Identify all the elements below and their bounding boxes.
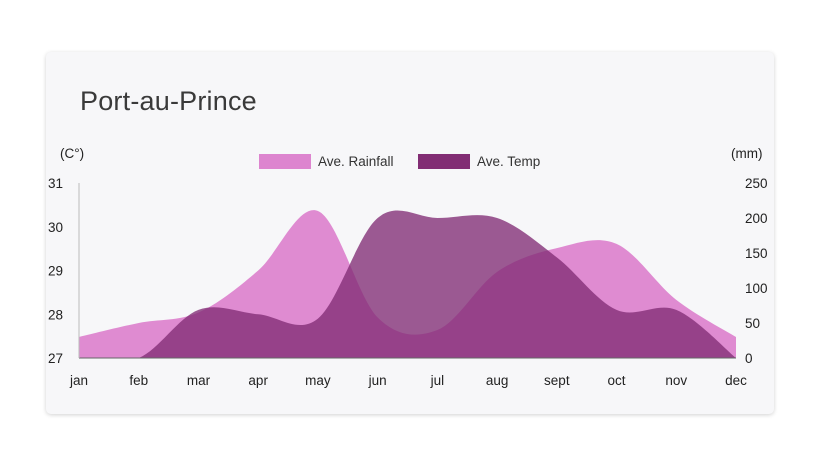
- legend-label[interactable]: Ave. Rainfall: [318, 154, 394, 169]
- y-left-tick-label: 30: [48, 220, 63, 235]
- x-tick-label: may: [305, 373, 331, 388]
- x-tick-label: sept: [544, 373, 570, 388]
- y-right-tick-label: 50: [745, 316, 760, 331]
- x-tick-label: jul: [430, 373, 445, 388]
- x-tick-label: aug: [486, 373, 509, 388]
- y-left-tick-label: 28: [48, 307, 63, 322]
- x-tick-label: dec: [725, 373, 747, 388]
- y-right-tick-label: 0: [745, 351, 753, 366]
- y-right-tick-label: 250: [745, 176, 768, 191]
- legend-swatch[interactable]: [259, 154, 311, 169]
- legend-swatch[interactable]: [418, 154, 470, 169]
- legend-label[interactable]: Ave. Temp: [477, 154, 540, 169]
- x-tick-label: oct: [608, 373, 626, 388]
- y-right-unit-label: (mm): [731, 146, 762, 161]
- y-right-tick-label: 100: [745, 281, 768, 296]
- y-right-tick-label: 200: [745, 211, 768, 226]
- y-right-tick-label: 150: [745, 246, 768, 261]
- x-tick-label: mar: [187, 373, 211, 388]
- x-tick-label: apr: [248, 373, 268, 388]
- chart-title: Port-au-Prince: [80, 86, 257, 116]
- x-tick-label: jan: [69, 373, 88, 388]
- y-left-tick-label: 27: [48, 351, 63, 366]
- x-tick-label: jun: [368, 373, 387, 388]
- x-tick-label: nov: [665, 373, 687, 388]
- y-left-tick-label: 29: [48, 264, 63, 279]
- x-tick-label: feb: [129, 373, 148, 388]
- y-left-unit-label: (C°): [60, 146, 84, 161]
- y-left-tick-label: 31: [48, 176, 63, 191]
- series-area-ave-temp: [79, 210, 736, 358]
